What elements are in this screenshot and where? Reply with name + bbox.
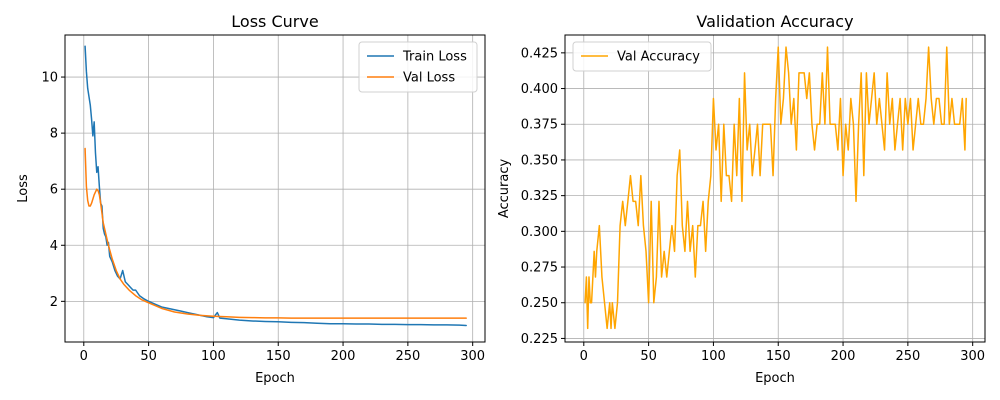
series-line-val-loss (84, 147, 467, 319)
plot-frame (564, 34, 986, 343)
x-tick-label: 150 (766, 349, 791, 364)
x-tick-label: 200 (331, 349, 356, 364)
grid (565, 35, 985, 342)
x-axis-label: Epoch (255, 371, 295, 386)
y-axis-label: Accuracy (497, 159, 512, 219)
y-tick-label: 2 (50, 295, 58, 310)
y-tick-label: 0.375 (521, 118, 558, 133)
x-tick-label: 50 (640, 349, 657, 364)
y-tick-label: 0.400 (521, 82, 558, 97)
x-tick-label: 50 (140, 349, 157, 364)
x-tick-label: 200 (831, 349, 856, 364)
y-tick-label: 0.300 (521, 225, 558, 240)
y-tick-label: 0.325 (521, 189, 558, 204)
y-tick-label: 0.350 (521, 153, 558, 168)
x-tick-label: 100 (701, 349, 726, 364)
series-line-val-accuracy (584, 46, 967, 330)
series-line-train-loss (84, 45, 467, 327)
y-axis-label: Loss (16, 174, 31, 203)
y-tick-label: 10 (41, 71, 58, 86)
chart-title: Validation Accuracy (696, 12, 853, 31)
plot-frame (64, 34, 486, 343)
y-tick-label: 0.225 (521, 332, 558, 347)
legend: Val Accuracy (572, 41, 712, 72)
y-tick-label: 0.275 (521, 261, 558, 276)
x-tick-label: 250 (895, 349, 920, 364)
loss-curve-chart: 0 50 100 150 200 250 300 2 4 6 8 10 Loss Curve Epoch L… (16, 12, 486, 386)
legend-label: Val Loss (403, 71, 455, 86)
y-tick-label: 6 (50, 183, 58, 198)
validation-accuracy-chart: 0 50 100 150 200 250 300 0.225 0.250 0.275 0.300 0.… (497, 12, 986, 386)
x-tick-label: 0 (580, 349, 588, 364)
y-tick-label: 0.425 (521, 46, 558, 61)
x-axis-label: Epoch (755, 371, 795, 386)
legend-box (358, 41, 478, 93)
legend-label: Val Accuracy (617, 50, 700, 65)
legend-label: Train Loss (402, 50, 467, 65)
y-tick-label: 8 (50, 127, 58, 142)
x-tick-label: 100 (201, 349, 226, 364)
y-tick-label: 4 (50, 239, 58, 254)
x-tick-label: 150 (266, 349, 291, 364)
x-tick-label: 250 (395, 349, 420, 364)
chart-title: Loss Curve (231, 12, 318, 31)
x-tick-label: 300 (960, 349, 985, 364)
x-tick-label: 0 (80, 349, 88, 364)
legend: Train Loss Val Loss (358, 41, 478, 93)
x-tick-label: 300 (460, 349, 485, 364)
y-tick-label: 0.250 (521, 296, 558, 311)
legend-box (572, 41, 712, 72)
